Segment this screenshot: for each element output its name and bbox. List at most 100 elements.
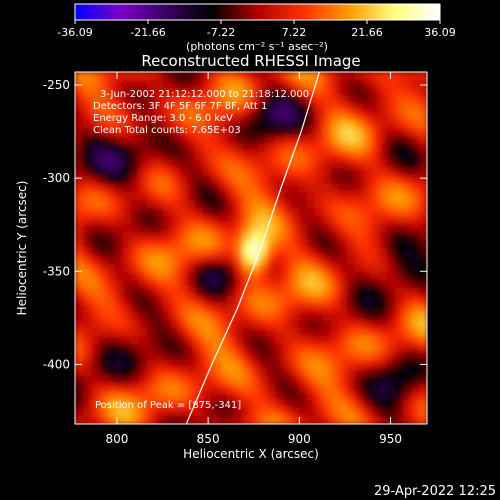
heatmap-cell [155, 192, 164, 201]
heatmap-cell [315, 304, 324, 313]
heatmap-cell [411, 192, 420, 201]
heatmap-cell [307, 408, 316, 417]
heatmap-cell [91, 384, 100, 393]
heatmap-cell [259, 336, 268, 345]
heatmap-cell [155, 144, 164, 153]
heatmap-cell [123, 128, 132, 137]
heatmap-cell [99, 416, 108, 424]
heatmap-cell [251, 376, 260, 385]
heatmap-cell [275, 376, 284, 385]
heatmap-cell [339, 304, 348, 313]
heatmap-cell [267, 72, 276, 81]
heatmap-cell [419, 120, 427, 129]
heatmap-cell [179, 328, 188, 337]
heatmap-cell [387, 392, 396, 401]
x-tick-label: 850 [197, 432, 220, 446]
heatmap-cell [171, 360, 180, 369]
heatmap-cell [419, 72, 427, 81]
heatmap-cell [323, 256, 332, 265]
heatmap-cell [83, 280, 92, 289]
heatmap-cell [379, 112, 388, 121]
colorbar-tick-label: 36.09 [424, 26, 456, 39]
heatmap-cell [203, 264, 212, 273]
heatmap-cell [107, 376, 116, 385]
heatmap-cell [147, 408, 156, 417]
heatmap-cell [227, 128, 236, 137]
heatmap-cell [83, 392, 92, 401]
heatmap-cell [107, 264, 116, 273]
heatmap-cell [155, 208, 164, 217]
heatmap-cell [115, 144, 124, 153]
heatmap-cell [267, 112, 276, 121]
heatmap-cell [123, 320, 132, 329]
heatmap-cell [203, 72, 212, 81]
heatmap-cell [195, 336, 204, 345]
heatmap-cell [379, 416, 388, 424]
heatmap-cell [419, 384, 427, 393]
heatmap-cell [243, 272, 252, 281]
heatmap-cell [131, 200, 140, 209]
heatmap-cell [339, 384, 348, 393]
heatmap-cell [299, 152, 308, 161]
heatmap-cell [99, 96, 108, 105]
heatmap-cell [107, 80, 116, 89]
heatmap-cell [179, 176, 188, 185]
heatmap-cell [99, 192, 108, 201]
heatmap-cell [355, 80, 364, 89]
heatmap-cell [299, 128, 308, 137]
heatmap-cell [219, 328, 228, 337]
heatmap-cell [371, 408, 380, 417]
heatmap-cell [235, 216, 244, 225]
heatmap-cell [227, 192, 236, 201]
heatmap-cell [107, 144, 116, 153]
heatmap-cell [355, 72, 364, 81]
heatmap-cell [123, 216, 132, 225]
heatmap-cell [395, 312, 404, 321]
heatmap-cell [275, 416, 284, 424]
heatmap-cell [243, 96, 252, 105]
heatmap-cell [411, 408, 420, 417]
heatmap-cell [323, 104, 332, 113]
heatmap-cell [99, 80, 108, 89]
heatmap-cell [403, 136, 412, 145]
heatmap-cell [171, 400, 180, 409]
heatmap-cell [219, 368, 228, 377]
heatmap-cell [195, 264, 204, 273]
heatmap-cell [179, 168, 188, 177]
heatmap-cell [131, 136, 140, 145]
heatmap-cell [147, 376, 156, 385]
heatmap-cell [235, 144, 244, 153]
heatmap-cell [235, 152, 244, 161]
heatmap-cell [363, 296, 372, 305]
heatmap-cell [243, 352, 252, 361]
heatmap-cell [331, 368, 340, 377]
heatmap-cell [283, 400, 292, 409]
y-tick-label: -300 [43, 171, 70, 185]
heatmap-cell [307, 360, 316, 369]
heatmap-cell [331, 272, 340, 281]
heatmap-cell [83, 264, 92, 273]
heatmap-cell [283, 160, 292, 169]
heatmap-cell [355, 384, 364, 393]
heatmap-cell [395, 224, 404, 233]
heatmap-cell [219, 120, 228, 129]
heatmap-cell [139, 408, 148, 417]
heatmap-cell [211, 96, 220, 105]
heatmap-cell [267, 232, 276, 241]
heatmap-cell [379, 216, 388, 225]
heatmap-cell [339, 376, 348, 385]
heatmap-cell [163, 280, 172, 289]
heatmap-cell [219, 352, 228, 361]
heatmap-cell [235, 304, 244, 313]
heatmap-cell [187, 216, 196, 225]
heatmap-cell [227, 144, 236, 153]
heatmap-cell [315, 320, 324, 329]
heatmap-cell [299, 144, 308, 153]
heatmap-cell [379, 152, 388, 161]
heatmap-cell [187, 384, 196, 393]
heatmap-cell [267, 256, 276, 265]
heatmap-cell [195, 240, 204, 249]
heatmap-cell [211, 376, 220, 385]
heatmap-cell [115, 272, 124, 281]
heatmap-cell [331, 352, 340, 361]
